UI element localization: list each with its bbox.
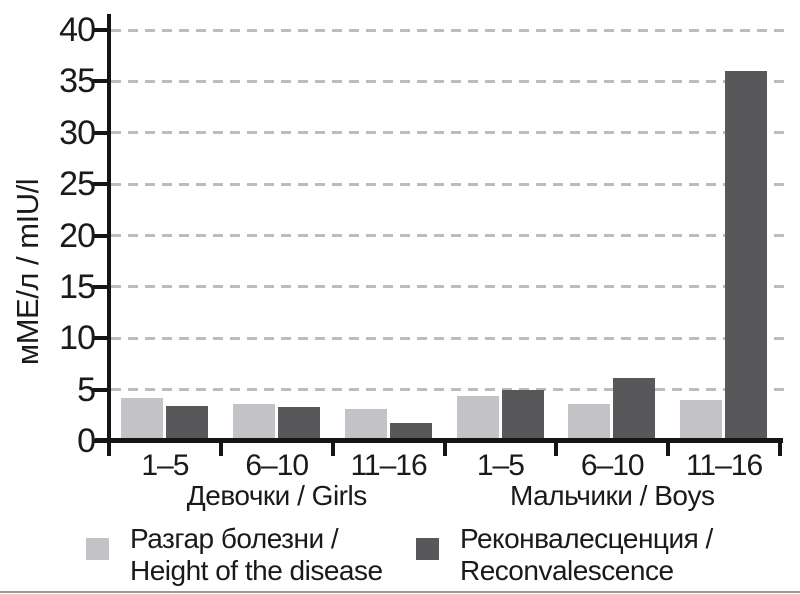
legend-item-height-of-disease: Разгар болезни / Height of the disease	[86, 523, 383, 587]
bar-height-of-disease-1–5	[456, 395, 499, 441]
y-tick-15	[93, 284, 108, 289]
y-tick-40	[93, 28, 108, 32]
y-tick-20	[93, 233, 108, 238]
y-tick-25	[93, 182, 108, 187]
bar-height-of-disease-1–5	[121, 397, 163, 441]
gridline-30	[111, 131, 789, 135]
group-label-girls: Девочки / Girls	[186, 480, 367, 511]
bar-height-of-disease-6–10	[232, 404, 275, 441]
y-tick-label-20: 20	[59, 216, 96, 255]
legend-label: Разгар болезни / Height of the disease	[130, 523, 383, 587]
bar-height-of-disease-6–10	[568, 404, 611, 441]
legend-label-line2: Reconvalescence	[460, 555, 674, 586]
gridline-25	[111, 182, 789, 186]
bar-reconvalescence-6–10	[613, 378, 656, 441]
legend-swatch-dark	[416, 538, 439, 560]
bar-reconvalescence-1–5	[501, 389, 544, 441]
x-tick-0	[107, 439, 111, 456]
y-tick-0	[93, 439, 108, 443]
gridline-15	[111, 285, 789, 289]
y-axis-line	[107, 14, 111, 442]
x-tick-1	[218, 439, 223, 456]
y-tick-label-5: 5	[77, 370, 96, 409]
x-tick-2	[330, 439, 335, 456]
y-tick-label-0: 0	[77, 422, 96, 460]
legend-label: Реконвалесценция / Reconvalescence	[460, 523, 713, 587]
legend-label-line1: Реконвалесценция /	[460, 523, 713, 554]
x-tick-6	[778, 439, 782, 456]
bar-height-of-disease-11–16	[680, 399, 723, 441]
bar-height-of-disease-11–16	[344, 409, 387, 441]
gridline-5	[111, 388, 789, 392]
legend-label-line2: Height of the disease	[130, 555, 383, 586]
y-tick-5	[93, 387, 108, 392]
gridline-10	[111, 336, 789, 340]
page-edge-line	[0, 591, 800, 593]
x-tick-label-3: 1–5	[476, 449, 525, 482]
y-tick-label-15: 15	[59, 267, 96, 306]
group-label-boys: Мальчики / Boys	[510, 480, 715, 511]
y-tick-label-30: 30	[59, 113, 96, 152]
bar-reconvalescence-6–10	[277, 407, 320, 441]
y-tick-35	[93, 79, 108, 84]
legend-label-line1: Разгар болезни /	[130, 523, 339, 554]
x-tick-label-2: 11–16	[350, 449, 427, 482]
y-tick-10	[93, 336, 108, 341]
gridline-35	[111, 79, 789, 83]
legend-swatch-light	[86, 538, 109, 560]
x-tick-label-4: 6–10	[580, 449, 645, 482]
x-axis-line	[95, 438, 783, 443]
y-tick-label-35: 35	[59, 62, 96, 101]
x-tick-label-5: 11–16	[685, 449, 763, 482]
bar-reconvalescence-11–16	[389, 422, 432, 441]
x-tick-5	[666, 439, 671, 456]
gridline-20	[111, 234, 789, 237]
x-tick-3	[442, 439, 447, 456]
y-tick-label-25: 25	[59, 165, 96, 204]
bar-reconvalescence-11–16	[725, 71, 768, 441]
legend-item-reconvalescence: Реконвалесценция / Reconvalescence	[416, 523, 713, 587]
x-tick-label-1: 6–10	[245, 449, 309, 482]
x-tick-label-0: 1–5	[141, 449, 189, 482]
x-tick-4	[554, 439, 559, 456]
y-tick-label-40: 40	[59, 11, 96, 49]
y-tick-30	[93, 130, 108, 135]
gridline-40	[111, 28, 789, 32]
y-tick-label-10: 10	[59, 319, 96, 358]
bar-reconvalescence-1–5	[166, 406, 208, 441]
